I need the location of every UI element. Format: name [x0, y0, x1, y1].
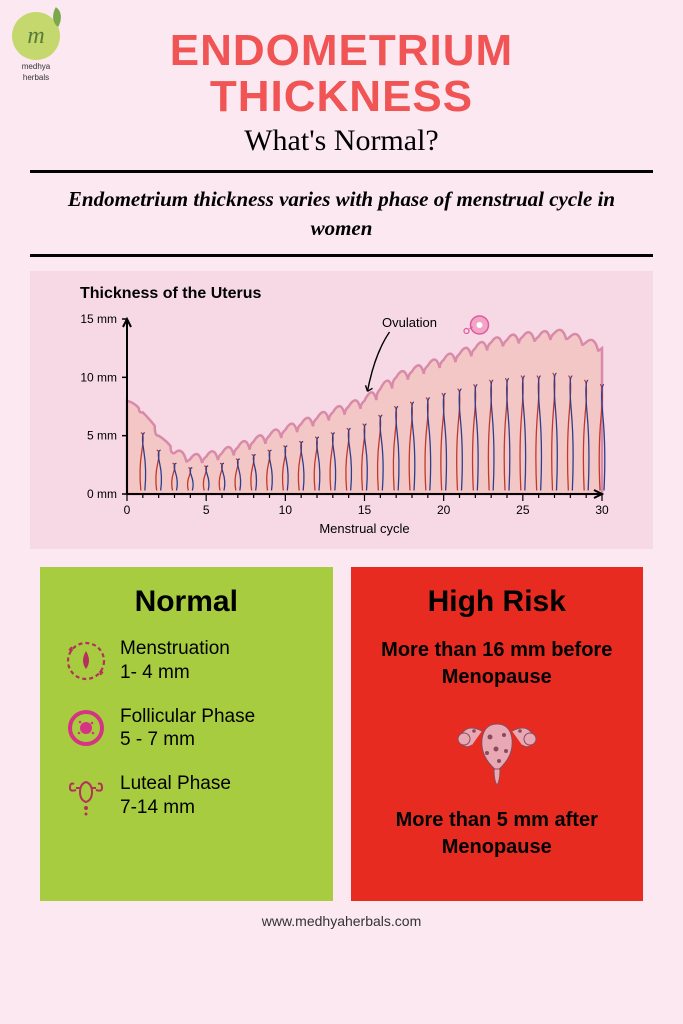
svg-text:15 mm: 15 mm [80, 312, 117, 326]
infographic-container: m medhya herbals ENDOMETRIUMTHICKNESS Wh… [0, 0, 683, 1024]
chart-svg: 0 mm 5 mm 10 mm 15 mm 0 5 10 15 20 25 30 Menstrual … [62, 309, 622, 539]
footer-url: www.medhyaherbals.com [30, 913, 653, 929]
svg-text:Menstrual cycle: Menstrual cycle [319, 521, 409, 536]
follicular-icon [64, 706, 108, 750]
normal-title: Normal [56, 585, 317, 619]
intro-text: Endometrium thickness varies with phase … [30, 185, 653, 242]
svg-text:10 mm: 10 mm [80, 370, 117, 384]
phase-row: Luteal Phase7-14 mm [56, 772, 317, 820]
svg-text:5 mm: 5 mm [87, 429, 117, 443]
risk-text-2: More than 5 mm after Menopause [367, 807, 628, 861]
svg-text:25: 25 [516, 503, 530, 517]
phase-row: Follicular Phase5 - 7 mm [56, 705, 317, 753]
leaf-icon [48, 7, 66, 27]
brand-name-1: medhya [22, 62, 50, 71]
phase-text: Luteal Phase7-14 mm [120, 772, 231, 820]
svg-text:30: 30 [595, 503, 609, 517]
svg-text:0 mm: 0 mm [87, 487, 117, 501]
risk-panel: High Risk More than 16 mm before Menopau… [351, 567, 644, 901]
thickness-chart: Thickness of the Uterus 0 mm 5 mm 10 mm 15 … [30, 271, 653, 549]
normal-panel: Normal Menstruation1- 4 mm Follicular Ph… [40, 567, 333, 901]
logo-letter: m [27, 23, 44, 50]
subtitle: What's Normal? [30, 124, 653, 158]
phase-text: Follicular Phase5 - 7 mm [120, 705, 255, 753]
main-title: ENDOMETRIUMTHICKNESS [30, 28, 653, 120]
risk-title: High Risk [367, 585, 628, 619]
svg-text:20: 20 [436, 503, 450, 517]
svg-text:10: 10 [278, 503, 292, 517]
svg-text:5: 5 [202, 503, 209, 517]
logo-circle: m [12, 12, 60, 60]
brand-name-2: herbals [23, 73, 49, 82]
phase-text: Menstruation1- 4 mm [120, 637, 230, 685]
chart-title: Thickness of the Uterus [80, 285, 633, 303]
divider-bottom [30, 254, 653, 257]
svg-text:Ovulation: Ovulation [382, 315, 437, 330]
divider-top [30, 170, 653, 173]
luteal-icon [64, 774, 108, 818]
risk-text-1: More than 16 mm before Menopause [367, 637, 628, 691]
svg-text:15: 15 [357, 503, 371, 517]
brand-logo: m medhya herbals [12, 12, 60, 82]
panels-row: Normal Menstruation1- 4 mm Follicular Ph… [30, 567, 653, 901]
phase-row: Menstruation1- 4 mm [56, 637, 317, 685]
uterus-icon [367, 709, 628, 789]
svg-text:0: 0 [123, 503, 130, 517]
menstruation-icon [64, 639, 108, 683]
